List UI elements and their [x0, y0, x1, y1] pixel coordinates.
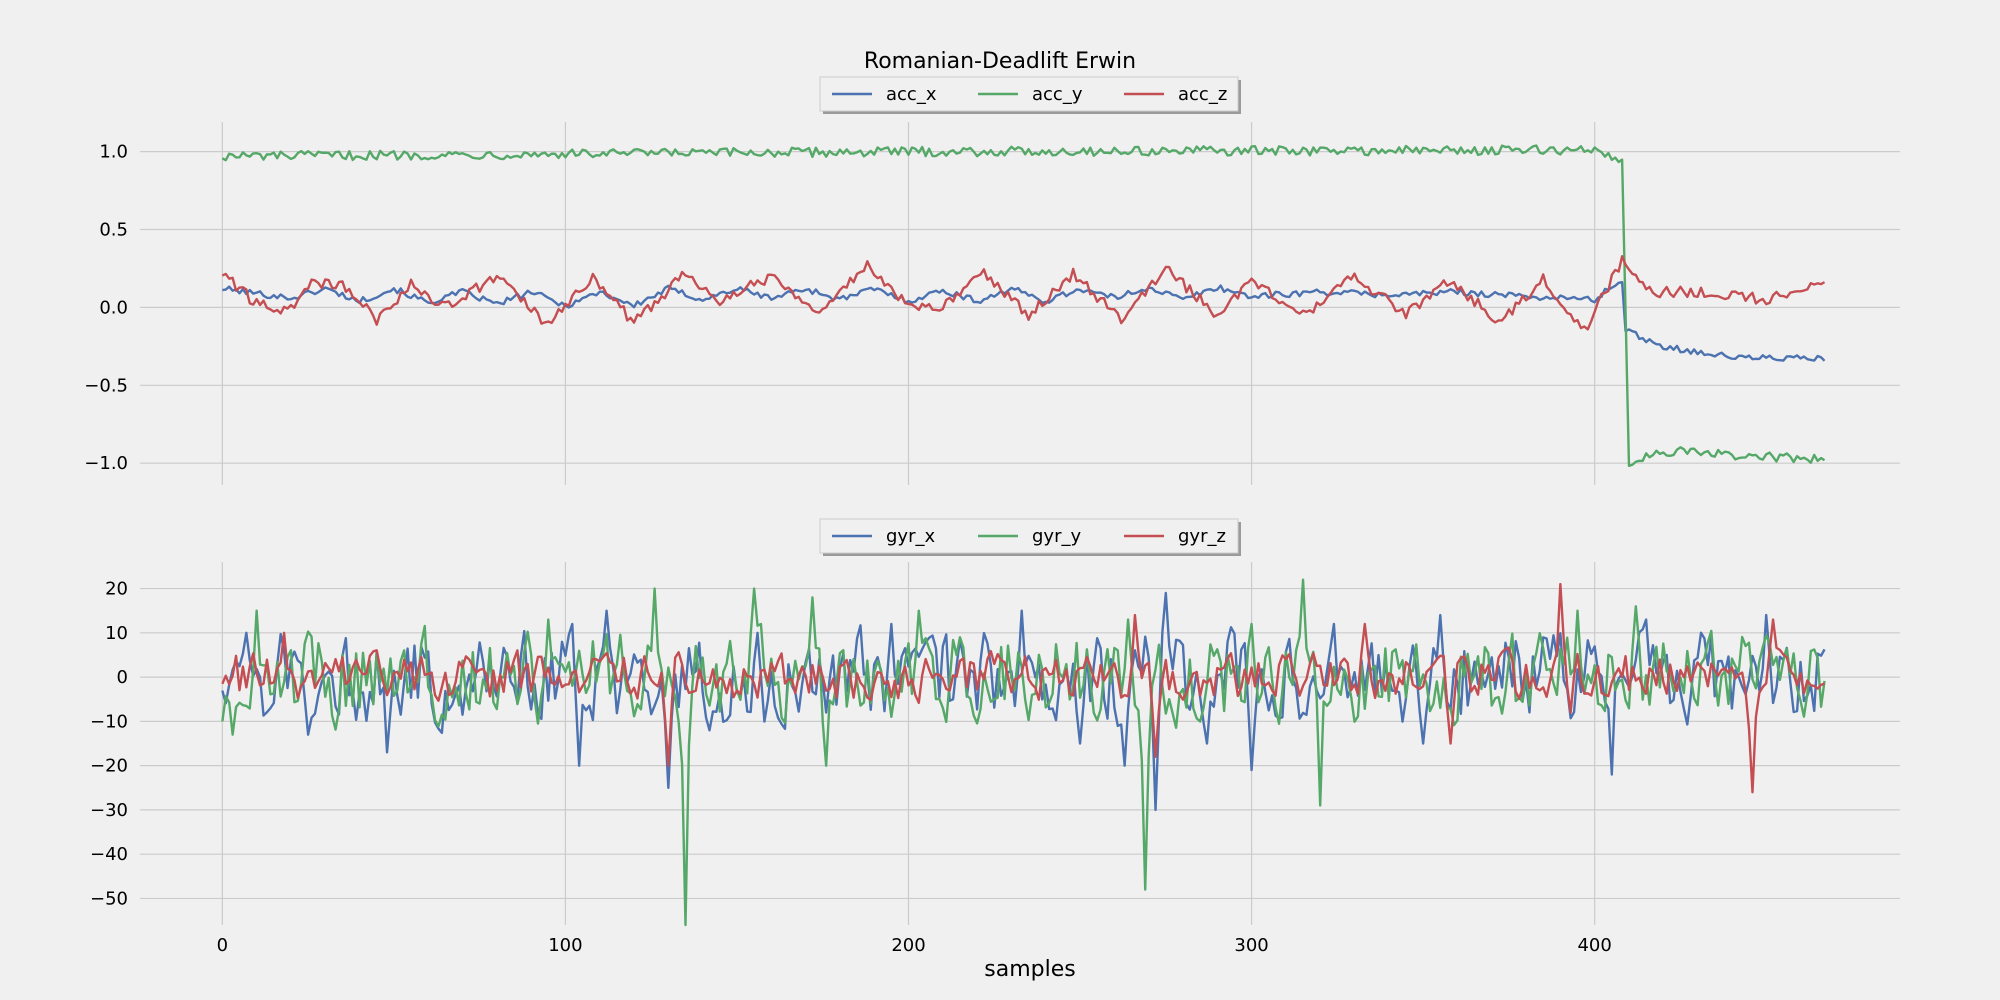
x-tick-label: 0: [217, 935, 228, 956]
y-tick-label: −10: [90, 711, 128, 732]
legend-label-gyr_y: gyr_y: [1032, 526, 1081, 547]
y-tick-label: 0.0: [99, 297, 128, 318]
legend-box: [819, 518, 1239, 554]
y-tick-label: 0.5: [99, 219, 128, 240]
series-line-acc_y: [221, 144, 1826, 468]
x-tick-label: 400: [1577, 935, 1611, 956]
series-line-gyr_y: [221, 578, 1826, 927]
legend-label-gyr_x: gyr_x: [886, 526, 935, 547]
x-tick-label: 200: [891, 935, 925, 956]
y-tick-label: 1.0: [99, 142, 128, 163]
x-axis-label: samples: [984, 957, 1075, 982]
legend-label-acc_y: acc_y: [1032, 84, 1083, 105]
y-tick-label: −1.0: [84, 453, 128, 474]
legend-label-gyr_z: gyr_z: [1178, 526, 1226, 547]
y-tick-label: −30: [90, 800, 128, 821]
y-tick-label: 20: [105, 579, 128, 600]
y-tick-label: 10: [105, 623, 128, 644]
legend-box: [819, 76, 1239, 112]
x-tick-label: 300: [1234, 935, 1268, 956]
chart-title: Romanian-Deadlift Erwin: [864, 49, 1136, 74]
y-tick-label: −0.5: [84, 375, 128, 396]
acc-panel: 1.0 0.5 0.0 −0.5 −1.0 acc_x acc_y acc_z: [84, 76, 1900, 485]
y-tick-label: −20: [90, 756, 128, 777]
y-tick-label: −50: [90, 888, 128, 909]
x-tick-label: 100: [548, 935, 582, 956]
y-tick-label: −40: [90, 844, 128, 865]
legend-label-acc_x: acc_x: [886, 84, 937, 105]
legend-label-acc_z: acc_z: [1178, 84, 1227, 105]
series-line-acc_z: [221, 255, 1826, 331]
series-line-gyr_z: [221, 582, 1825, 794]
y-tick-label: 0: [117, 667, 128, 688]
